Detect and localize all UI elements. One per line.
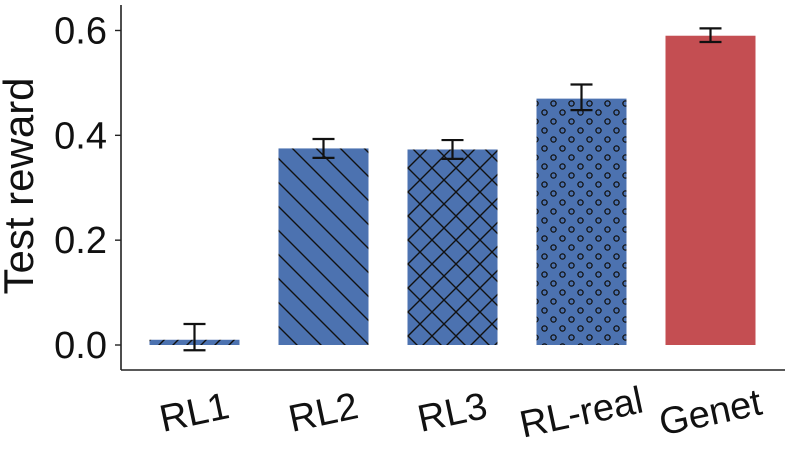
error-bar-rl-real [570, 83, 593, 112]
bars [149, 35, 756, 346]
error-bar-rl2 [312, 137, 335, 159]
y-tick-label: 0.0 [54, 325, 107, 367]
x-tick-label: Genet [655, 382, 765, 445]
error-bar-genet [699, 27, 722, 44]
y-axis: 0.0 0.2 0.4 0.6 [54, 5, 122, 370]
y-tick-label: 0.2 [54, 220, 107, 262]
y-tick-label: 0.6 [54, 10, 107, 52]
error-bar-rl3 [441, 138, 464, 161]
bar-rl3 [407, 149, 498, 345]
x-tick-label: RL2 [285, 385, 362, 441]
error-bars [183, 27, 722, 352]
category-labels: RL1 RL2 RL3 RL-real Genet [156, 380, 766, 447]
y-axis-title: Test reward [0, 77, 42, 294]
bar-rl2 [278, 148, 369, 345]
y-tick-label: 0.4 [54, 115, 107, 157]
x-tick-label: RL1 [156, 385, 233, 441]
error-bar-rl1 [183, 322, 206, 352]
bar-rl-real [536, 98, 627, 346]
bar-genet [665, 35, 756, 346]
x-tick-label: RL3 [414, 385, 491, 441]
x-tick-label: RL-real [516, 380, 647, 447]
